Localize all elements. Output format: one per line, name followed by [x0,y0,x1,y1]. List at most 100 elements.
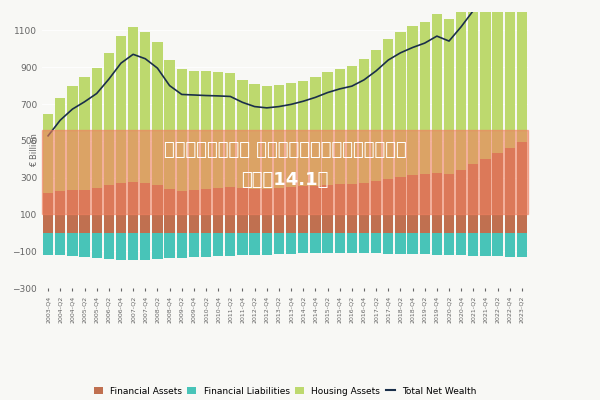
Bar [104,53,114,185]
Bar [432,14,442,173]
Bar [140,183,151,233]
Text: 靠谱的配资开户网 太平洋：给予柳工买入评级，目: 靠谱的配资开户网 太平洋：给予柳工买入评级，目 [164,141,406,159]
Bar [298,81,308,186]
Bar [116,233,126,260]
Bar [238,188,248,233]
Bar [419,233,430,254]
Bar [444,19,454,174]
Bar [213,72,223,188]
Bar [505,233,515,257]
Bar [286,83,296,187]
Bar [67,233,77,256]
Bar [517,233,527,257]
Bar [517,142,527,233]
Bar [116,36,126,184]
Bar [92,233,102,258]
Bar [250,189,260,233]
Bar [104,185,114,233]
Text: 标价位14.1元: 标价位14.1元 [241,171,329,189]
Bar [286,233,296,254]
Bar [250,233,260,255]
Bar [225,187,235,233]
Bar [322,233,332,253]
Bar [152,42,163,185]
Bar [201,189,211,233]
Bar [383,39,394,179]
Bar [456,170,466,233]
Bar [128,27,138,182]
Bar [493,0,503,153]
Bar [189,233,199,257]
Bar [213,188,223,233]
Bar [152,233,163,259]
Y-axis label: € Billion: € Billion [30,133,39,167]
Bar [359,60,369,183]
Bar [164,233,175,258]
Bar [371,181,381,233]
Bar [407,175,418,233]
Bar [347,184,357,233]
Bar [176,70,187,191]
Bar [298,186,308,233]
Bar [79,233,89,257]
Bar [128,182,138,233]
Bar [43,114,53,193]
Bar [286,187,296,233]
Bar [238,80,248,188]
Bar [298,233,308,254]
Bar [347,233,357,253]
Bar [493,153,503,233]
Bar [201,72,211,189]
Bar [505,0,515,148]
Bar [274,233,284,254]
Bar [481,233,491,256]
Bar [505,148,515,233]
Bar [359,233,369,253]
Bar [468,233,478,256]
Bar [79,77,89,190]
Bar [128,233,138,260]
Bar [140,32,151,183]
Bar [67,86,77,190]
Bar [55,98,65,191]
Bar [164,189,175,233]
Bar [468,0,478,164]
Bar [213,233,223,256]
Bar [383,179,394,233]
Bar [395,177,406,233]
Bar [55,191,65,233]
Bar [395,32,406,177]
Legend: Financial Assets, Financial Liabilities, Housing Assets, Total Net Wealth: Financial Assets, Financial Liabilities,… [90,383,480,400]
Bar [43,193,53,233]
Bar [79,190,89,233]
Bar [43,233,53,254]
Bar [238,233,248,256]
Bar [201,233,211,257]
Bar [42,130,528,214]
Bar [481,159,491,233]
Bar [395,233,406,254]
Bar [456,233,466,255]
Bar [419,22,430,174]
Bar [262,86,272,189]
Bar [262,233,272,254]
Bar [322,184,332,233]
Bar [176,191,187,233]
Bar [310,233,320,253]
Bar [225,73,235,187]
Bar [322,72,332,184]
Bar [493,233,503,256]
Bar [262,189,272,233]
Bar [444,233,454,255]
Bar [274,188,284,233]
Bar [189,190,199,233]
Bar [407,26,418,175]
Bar [152,185,163,233]
Bar [444,174,454,233]
Bar [250,84,260,189]
Bar [116,184,126,233]
Bar [335,233,345,253]
Bar [419,174,430,233]
Bar [456,4,466,170]
Bar [310,77,320,186]
